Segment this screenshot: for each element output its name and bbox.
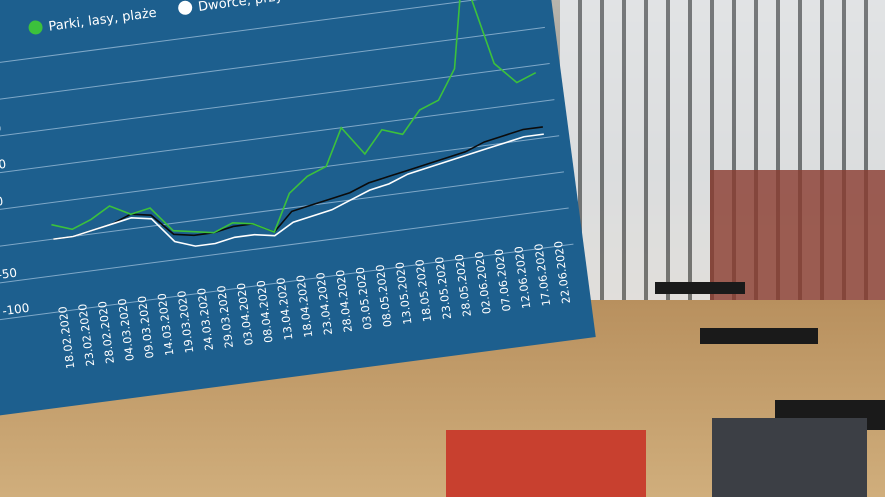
gridline xyxy=(0,135,560,212)
x-tick-label: 18.02.2020 xyxy=(56,305,77,369)
y-tick-label: -50 xyxy=(0,266,18,282)
line-chart: W Parki, lasy, plażeDworce, przystankiMi… xyxy=(0,0,574,369)
x-tick-label: 03.04.2020 xyxy=(235,282,256,346)
legend-marker xyxy=(28,20,43,35)
series-line-2 xyxy=(53,126,543,240)
y-tick-label: 0 xyxy=(0,231,1,246)
y-tick-label: 100 xyxy=(0,157,7,174)
x-tick-label: 04.03.2020 xyxy=(116,298,137,362)
chart-panel: W Parki, lasy, plażeDworce, przystankiMi… xyxy=(0,0,596,417)
series-line-0 xyxy=(51,0,537,234)
x-tick-label: 12.06.2020 xyxy=(512,245,533,309)
x-tick-label: 07.06.2020 xyxy=(492,248,513,312)
y-tick-label: 50 xyxy=(0,194,4,210)
gridline xyxy=(0,63,550,140)
x-tick-label: 17.06.2020 xyxy=(532,243,553,307)
legend: Parki, lasy, plażeDworce, przystankiMiej… xyxy=(28,0,323,35)
x-tick-label: 19.03.2020 xyxy=(175,290,196,354)
x-tick-label: 13.05.2020 xyxy=(393,261,414,325)
x-tick-label: 08.05.2020 xyxy=(373,264,394,328)
x-tick-label: 14.03.2020 xyxy=(155,292,176,356)
x-tick-label: 13.04.2020 xyxy=(274,277,295,341)
x-tick-label: 18.04.2020 xyxy=(294,274,315,338)
x-tick-label: 28.04.2020 xyxy=(334,269,355,333)
gridline xyxy=(0,26,545,104)
x-tick-label: 03.05.2020 xyxy=(354,266,375,330)
x-tick-label: 29.03.2020 xyxy=(215,285,236,349)
gridline xyxy=(0,0,541,68)
background-glass-facade xyxy=(560,0,885,330)
x-tick-label: 22.06.2020 xyxy=(552,240,573,304)
x-tick-label: 08.04.2020 xyxy=(255,279,276,343)
floor-mat xyxy=(700,328,818,344)
gridline xyxy=(0,243,574,321)
y-tick-label: -100 xyxy=(1,301,30,318)
x-tick-label: 28.05.2020 xyxy=(453,253,474,317)
y-tick-label: 150 xyxy=(0,121,2,138)
floor-mat xyxy=(655,282,745,294)
x-tick-label: 09.03.2020 xyxy=(136,295,157,359)
x-tick-label: 24.03.2020 xyxy=(195,287,216,351)
x-tick-label: 28.02.2020 xyxy=(96,300,117,364)
gridline xyxy=(0,207,569,285)
x-tick-label: 02.06.2020 xyxy=(473,251,494,315)
gridline xyxy=(0,171,564,249)
kiosk xyxy=(446,430,646,497)
x-tick-label: 23.04.2020 xyxy=(314,272,335,336)
legend-label: Dworce, przystanki xyxy=(197,0,322,15)
series-line-1 xyxy=(53,133,544,247)
x-tick-label: 18.05.2020 xyxy=(413,258,434,322)
gridline xyxy=(0,99,555,176)
legend-label: Parki, lasy, plaże xyxy=(48,6,158,35)
x-tick-label: 23.02.2020 xyxy=(76,303,97,367)
x-tick-label: 23.05.2020 xyxy=(433,256,454,320)
legend-marker xyxy=(178,0,193,15)
info-stand xyxy=(712,418,867,497)
